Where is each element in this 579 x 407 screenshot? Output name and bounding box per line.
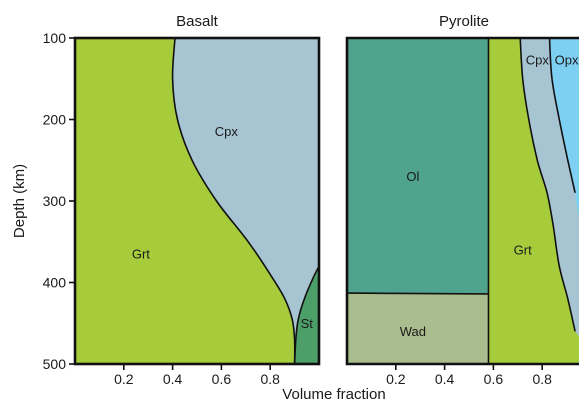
basalt-cpx-st-boundary — [293, 265, 319, 364]
basalt-st-region — [294, 266, 319, 364]
basalt-phase-label-st: St — [301, 316, 314, 331]
x-tick-label: 0.6 — [484, 371, 504, 387]
basalt-cpx-region — [172, 38, 319, 364]
basalt-y-axis-ticks: 100 200 300 400 500 — [43, 30, 75, 372]
basalt-panel-title: Basalt — [176, 13, 219, 30]
pyrolite-ol-wad-boundary — [347, 292, 489, 295]
x-axis-title: Volume fraction — [282, 386, 385, 403]
basalt-phase-label-cpx: Cpx — [215, 124, 239, 139]
pyrolite-phase-label-wad: Wad — [400, 324, 426, 339]
pyrolite-wad-region — [347, 293, 489, 364]
pyrolite-phase-label-grt: Grt — [514, 242, 532, 257]
pyrolite-cpx-opx-boundary — [548, 38, 576, 193]
pyrolite-plot-frame — [345, 36, 579, 366]
x-tick-label: 0.4 — [435, 371, 455, 387]
pyrolite-phase-label-cpx: Cpx — [526, 53, 550, 68]
x-tick-label: 0.2 — [114, 371, 134, 387]
pyrolite-phase-label-opx: Opx — [555, 53, 579, 68]
y-tick-label: 500 — [43, 356, 67, 372]
basalt-phase-label-grt: Grt — [132, 246, 150, 261]
pyrolite-x-axis-ticks: 0.2 0.4 0.6 0.8 — [386, 364, 552, 387]
pyrolite-grt-cpx-boundary — [519, 38, 576, 332]
basalt-grt-cpx-boundary — [171, 38, 296, 364]
x-tick-label: 0.8 — [260, 371, 280, 387]
y-axis-title: Depth (km) — [11, 164, 28, 238]
y-tick-label: 300 — [43, 193, 67, 209]
x-tick-label: 0.6 — [212, 371, 232, 387]
basalt-x-axis-ticks: 0.2 0.4 0.6 0.8 — [114, 364, 280, 387]
y-tick-label: 100 — [43, 30, 67, 46]
y-tick-label: 200 — [43, 112, 67, 128]
pyrolite-ol-region — [347, 38, 489, 294]
x-tick-label: 0.8 — [532, 371, 552, 387]
pyrolite-panel: Pyrolite Ol Wad Grt Cpx Opx 0.2 0.4 0.6 0.8 — [345, 13, 579, 387]
pyrolite-phase-label-ol: Ol — [406, 169, 419, 184]
x-tick-label: 0.4 — [163, 371, 183, 387]
basalt-panel: Basalt Grt Cpx St 100 200 300 400 500 0.2 0.4… — [43, 13, 321, 387]
y-tick-label: 400 — [43, 275, 67, 291]
pyrolite-panel-title: Pyrolite — [439, 13, 489, 30]
x-tick-label: 0.2 — [386, 371, 406, 387]
